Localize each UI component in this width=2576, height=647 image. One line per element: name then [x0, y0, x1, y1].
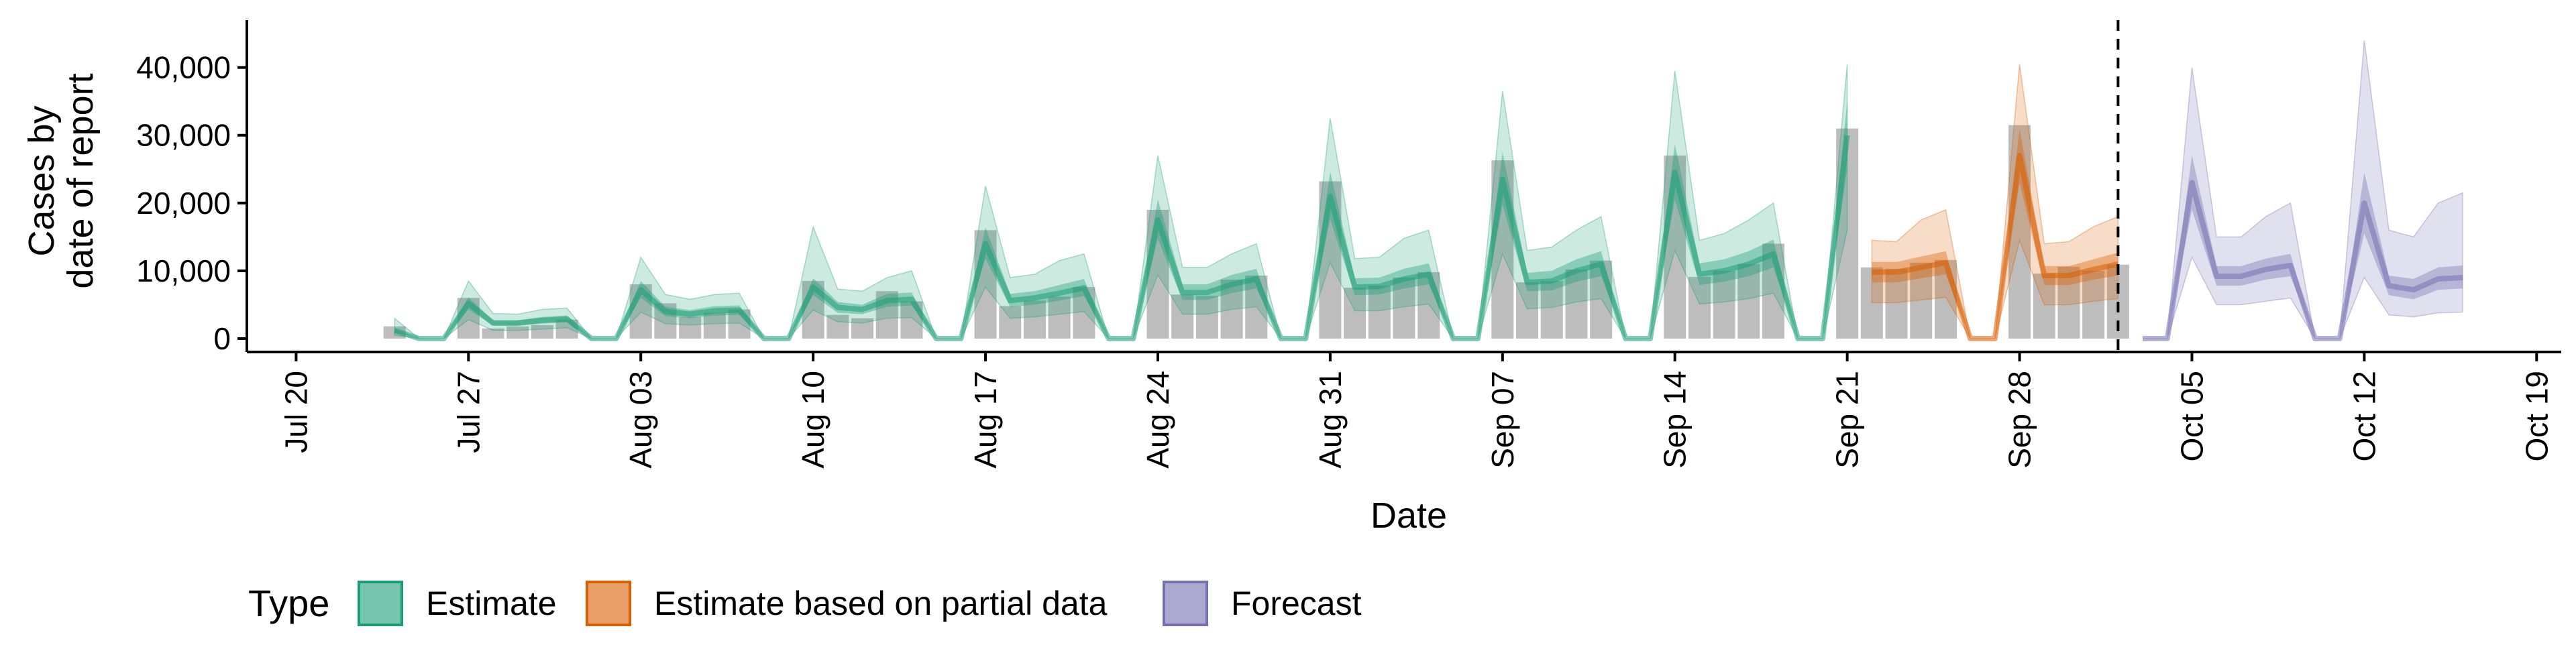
- reported-cases-bar: [999, 306, 1022, 339]
- reported-cases-bar: [1195, 296, 1218, 339]
- y-tick-label: 0: [213, 321, 231, 356]
- reported-cases-bar: [1713, 270, 1735, 339]
- reported-cases-bar: [1934, 259, 1957, 339]
- forecast-median-line: [2143, 180, 2463, 341]
- y-tick-label: 30,000: [136, 118, 231, 153]
- estimate-based-on-partial-data-median-line: [1872, 153, 2119, 341]
- reported-cases-bar: [1344, 288, 1366, 339]
- x-tick-label: Aug 31: [1313, 371, 1348, 469]
- reported-cases-bar: [1073, 287, 1095, 339]
- x-tick-label: Aug 03: [623, 371, 658, 469]
- y-axis-title-line: Cases by: [21, 105, 62, 256]
- reported-cases-bar: [1368, 286, 1391, 339]
- reported-cases-bar: [728, 309, 751, 339]
- reported-cases-bar: [1048, 296, 1071, 339]
- reported-cases-bar: [2033, 273, 2055, 339]
- x-tick-label: Sep 28: [2002, 371, 2037, 469]
- y-tick-label: 40,000: [136, 50, 231, 85]
- x-tick-label: Aug 17: [968, 371, 1003, 469]
- x-tick-label: Jul 20: [278, 371, 313, 453]
- axes-layer: 0 10,000 20,000 30,000 40,000 Jul 20 Jul 27 Aug…: [21, 20, 2561, 536]
- x-tick-label: Aug 10: [796, 371, 830, 469]
- reported-cases-bar: [1515, 282, 1539, 339]
- reported-cases-bar: [1565, 269, 1588, 339]
- x-tick-label: Oct 05: [2174, 371, 2209, 462]
- x-tick-label: Sep 14: [1658, 371, 1693, 469]
- x-tick-label: Jul 27: [451, 371, 486, 453]
- reported-cases-bar: [1688, 277, 1711, 339]
- reported-cases-bar: [1836, 128, 1859, 339]
- legend-label-estimate-based-on-partial-data: Estimate based on partial data: [654, 585, 1108, 622]
- x-tick-label: Sep 07: [1485, 371, 1520, 469]
- reported-cases-bar: [2057, 266, 2080, 339]
- x-tick-label: Sep 21: [1830, 371, 1865, 469]
- reported-cases-bar: [1860, 267, 1883, 339]
- reported-cases-bar: [1737, 263, 1760, 339]
- y-tick-label: 10,000: [136, 253, 231, 288]
- reported-cases-bar: [1540, 281, 1563, 339]
- x-tick-label: Oct 19: [2519, 371, 2554, 462]
- reported-cases-bar: [1885, 268, 1908, 339]
- reported-cases-bar: [1910, 262, 1933, 339]
- estimate-outer-band: [394, 64, 1848, 339]
- reported-cases-bar: [1023, 300, 1046, 339]
- x-axis-title: Date: [1371, 495, 1447, 536]
- reported-cases-bar: [679, 316, 702, 339]
- reported-cases-bar: [482, 328, 504, 339]
- reported-cases-bar: [1393, 278, 1415, 339]
- legend-label-estimate: Estimate: [426, 585, 557, 622]
- legend-key-estimate-based-on-partial-data: [586, 581, 631, 626]
- reported-cases-bar: [826, 314, 849, 339]
- reported-cases-bar: [1171, 294, 1194, 339]
- legend-key-estimate: [358, 581, 403, 626]
- legend-key-forecast: [1163, 581, 1208, 626]
- bands-layer: [393, 40, 2463, 341]
- x-tick-label: Aug 24: [1140, 371, 1175, 469]
- estimate-inner-band: [394, 101, 1847, 339]
- x-tick-label: Oct 12: [2347, 371, 2381, 462]
- reported-cases-bar: [1417, 272, 1440, 339]
- reported-cases-bar: [531, 325, 553, 339]
- legend-label-forecast: Forecast: [1231, 585, 1362, 622]
- y-axis-title-line: date of report: [60, 73, 101, 288]
- bars-layer: [383, 125, 2129, 339]
- estimate-based-on-partial-data-outer-band: [1871, 64, 2119, 339]
- reported-cases-bar: [1590, 260, 1613, 339]
- y-tick-label: 20,000: [136, 186, 231, 221]
- legend-layer: Type Estimate Estimate based on partial da…: [248, 581, 1362, 626]
- reported-cases-bar: [506, 326, 529, 339]
- reported-cases-bar: [1245, 275, 1268, 339]
- estimate-median-line: [393, 135, 1850, 341]
- y-axis-title: Cases bydate of report: [21, 73, 101, 288]
- legend-title: Type: [248, 582, 329, 624]
- reported-cases-bar: [2082, 270, 2105, 339]
- reported-cases-bar: [851, 318, 874, 339]
- reported-cases-bar: [703, 312, 726, 339]
